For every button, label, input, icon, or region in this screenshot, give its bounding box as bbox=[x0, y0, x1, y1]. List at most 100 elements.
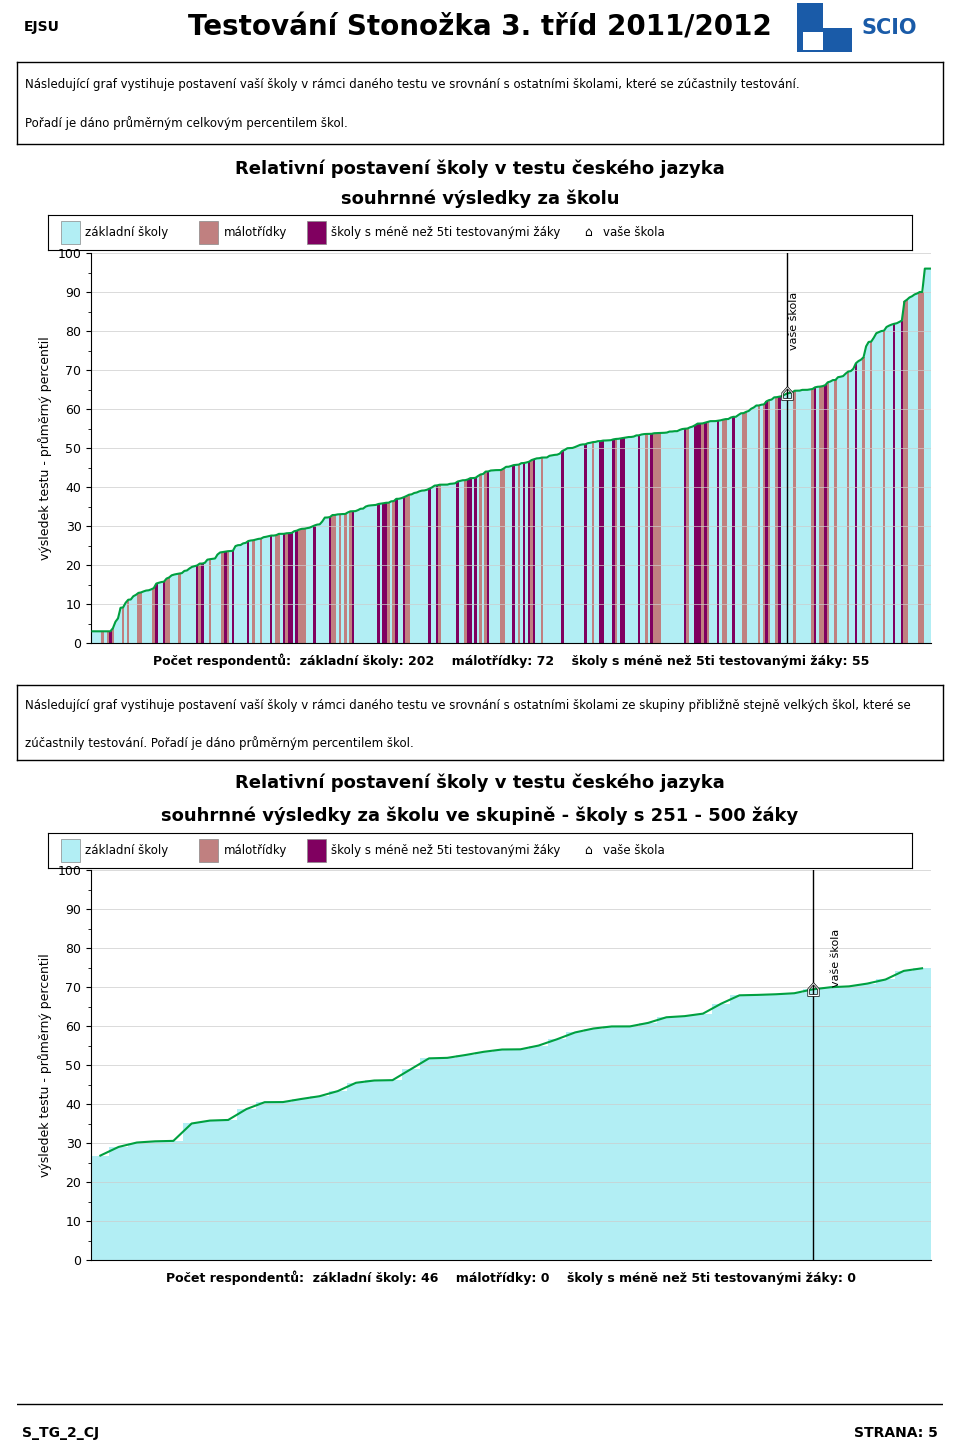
Bar bbox=[388, 503, 390, 644]
Bar bbox=[525, 462, 528, 644]
Bar bbox=[111, 628, 114, 644]
Bar bbox=[91, 1155, 109, 1260]
Bar bbox=[630, 437, 633, 644]
Bar bbox=[854, 363, 857, 644]
Bar bbox=[168, 577, 170, 644]
Bar bbox=[699, 423, 702, 644]
Bar bbox=[594, 442, 597, 644]
Bar bbox=[919, 292, 921, 644]
Bar bbox=[395, 498, 397, 644]
Bar bbox=[502, 469, 505, 644]
Bar bbox=[467, 479, 469, 644]
Bar bbox=[313, 526, 316, 644]
Bar bbox=[277, 533, 280, 644]
Bar bbox=[823, 3, 852, 28]
Y-axis label: výsledek testu - průměrný percentil: výsledek testu - průměrný percentil bbox=[38, 953, 52, 1177]
Bar bbox=[536, 458, 538, 644]
Bar bbox=[247, 541, 250, 644]
Bar bbox=[750, 408, 753, 644]
Bar bbox=[597, 442, 599, 644]
Bar bbox=[459, 481, 462, 644]
Bar bbox=[237, 545, 239, 644]
Bar bbox=[663, 433, 665, 644]
Bar bbox=[880, 331, 882, 644]
Bar bbox=[250, 541, 252, 644]
Bar bbox=[717, 421, 719, 644]
Bar bbox=[99, 631, 102, 644]
Bar bbox=[635, 436, 637, 644]
Bar bbox=[785, 994, 804, 1260]
Bar bbox=[298, 529, 300, 644]
Bar bbox=[418, 491, 420, 644]
Bar bbox=[469, 478, 471, 644]
Bar bbox=[791, 392, 793, 644]
Bar bbox=[208, 559, 211, 644]
Bar bbox=[877, 333, 880, 644]
Text: SCIO: SCIO bbox=[861, 17, 917, 38]
Bar bbox=[605, 440, 607, 644]
Bar bbox=[237, 1109, 255, 1260]
Text: vaše škola: vaše škola bbox=[830, 928, 841, 987]
Bar bbox=[556, 455, 559, 644]
Bar bbox=[808, 389, 811, 644]
Bar bbox=[367, 506, 370, 644]
Bar bbox=[222, 552, 224, 644]
Bar bbox=[574, 448, 576, 644]
Bar bbox=[653, 433, 656, 644]
Text: ⌂: ⌂ bbox=[584, 844, 591, 857]
Bar bbox=[104, 631, 107, 644]
Bar bbox=[255, 1103, 274, 1260]
Bar bbox=[393, 501, 395, 644]
Bar bbox=[160, 583, 162, 644]
Bar bbox=[545, 458, 548, 644]
Bar bbox=[390, 501, 393, 644]
Bar bbox=[684, 429, 686, 644]
Bar bbox=[397, 498, 400, 644]
Bar bbox=[707, 421, 709, 644]
Bar bbox=[599, 442, 602, 644]
Bar bbox=[591, 442, 594, 644]
Bar bbox=[454, 484, 456, 644]
Bar bbox=[420, 491, 423, 644]
Bar bbox=[254, 539, 257, 644]
Bar bbox=[709, 421, 711, 644]
Bar bbox=[252, 541, 254, 644]
Bar bbox=[620, 439, 622, 644]
Bar bbox=[890, 324, 893, 644]
Bar bbox=[146, 1141, 164, 1260]
Bar bbox=[737, 416, 740, 644]
Bar bbox=[268, 536, 270, 644]
Bar bbox=[200, 840, 218, 862]
Bar bbox=[731, 995, 749, 1260]
Bar bbox=[125, 603, 127, 644]
Bar bbox=[204, 562, 206, 644]
Text: školy s méně než 5ti testovanými žáky: školy s méně než 5ti testovanými žáky bbox=[331, 227, 561, 238]
Bar bbox=[183, 571, 185, 644]
Bar bbox=[548, 456, 551, 644]
Bar bbox=[582, 445, 584, 644]
Bar bbox=[510, 466, 513, 644]
Bar bbox=[852, 369, 854, 644]
Bar bbox=[239, 545, 242, 644]
Bar bbox=[831, 381, 834, 644]
Bar bbox=[234, 546, 237, 644]
Bar bbox=[673, 432, 676, 644]
Text: základní školy: základní školy bbox=[85, 844, 168, 857]
Bar bbox=[819, 386, 822, 644]
Bar bbox=[896, 323, 898, 644]
Bar bbox=[799, 391, 801, 644]
Bar bbox=[607, 440, 610, 644]
Y-axis label: výsledek testu - průměrný percentil: výsledek testu - průměrný percentil bbox=[38, 336, 52, 559]
Bar bbox=[865, 346, 868, 644]
Bar bbox=[293, 532, 296, 644]
Bar bbox=[637, 436, 640, 644]
Bar bbox=[61, 221, 80, 244]
Bar bbox=[107, 631, 109, 644]
Bar bbox=[621, 1026, 639, 1260]
Bar bbox=[783, 395, 785, 644]
Bar bbox=[893, 324, 896, 644]
Bar bbox=[150, 590, 153, 644]
Bar bbox=[876, 979, 895, 1260]
Bar bbox=[584, 445, 587, 644]
Text: ⌂: ⌂ bbox=[584, 227, 591, 238]
